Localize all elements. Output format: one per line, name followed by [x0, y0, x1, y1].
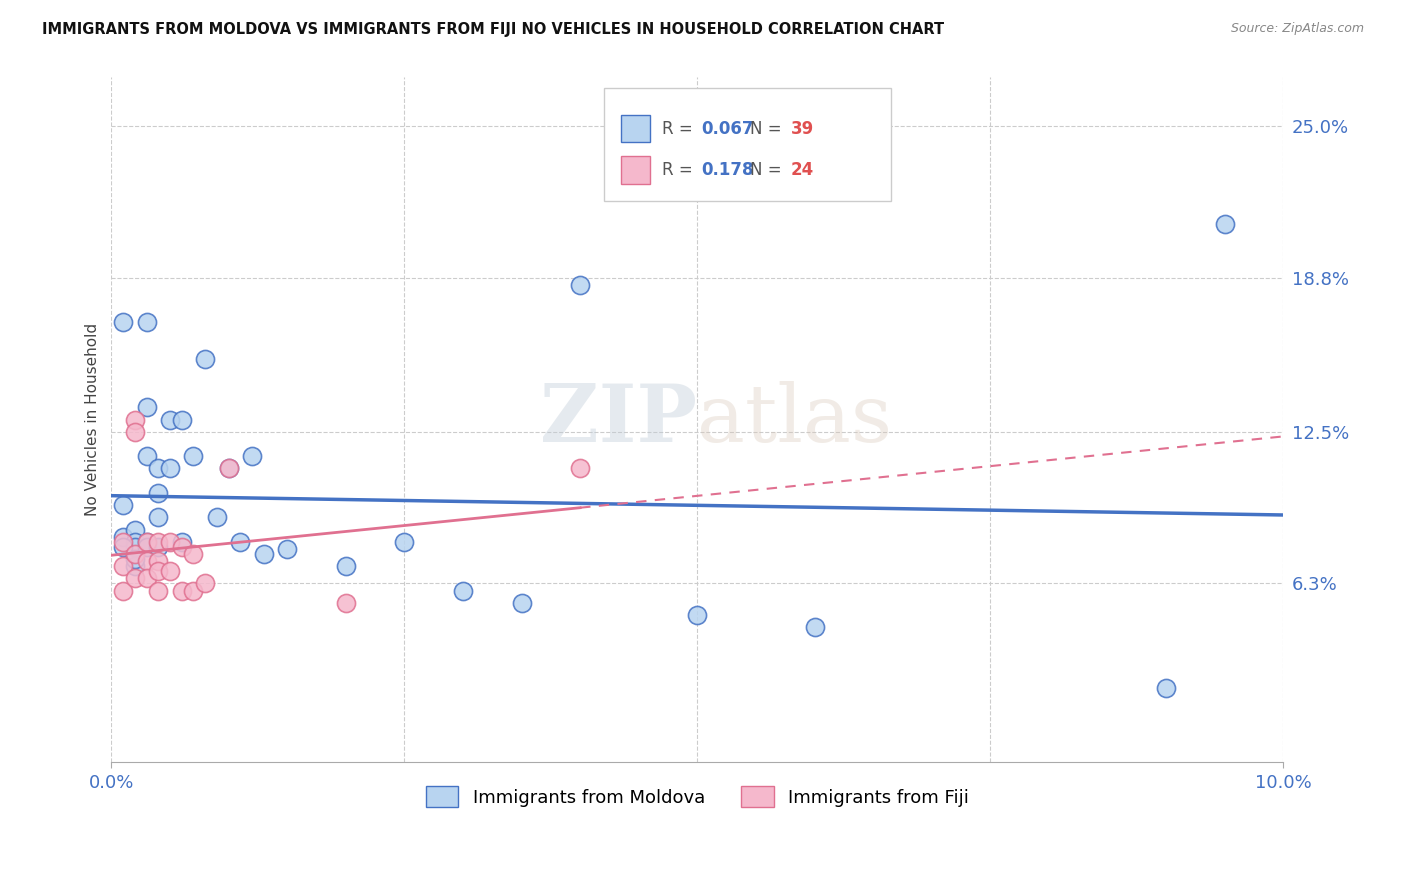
Legend: Immigrants from Moldova, Immigrants from Fiji: Immigrants from Moldova, Immigrants from…	[419, 779, 976, 814]
Text: IMMIGRANTS FROM MOLDOVA VS IMMIGRANTS FROM FIJI NO VEHICLES IN HOUSEHOLD CORRELA: IMMIGRANTS FROM MOLDOVA VS IMMIGRANTS FR…	[42, 22, 945, 37]
Point	[510, 596, 533, 610]
Point	[135, 534, 157, 549]
Text: N =: N =	[749, 161, 787, 178]
Point	[159, 564, 181, 578]
Point	[253, 547, 276, 561]
Point	[148, 540, 170, 554]
Point	[112, 315, 135, 329]
Point	[1154, 681, 1177, 696]
Point	[394, 534, 416, 549]
Point	[569, 278, 592, 293]
Point	[135, 450, 157, 464]
Point	[124, 572, 146, 586]
Point	[112, 534, 135, 549]
Point	[335, 596, 357, 610]
Point	[148, 583, 170, 598]
Point	[240, 450, 263, 464]
Point	[159, 534, 181, 549]
Point	[124, 523, 146, 537]
Point	[112, 559, 135, 574]
Point	[159, 461, 181, 475]
Point	[112, 498, 135, 512]
Point	[451, 583, 474, 598]
Point	[335, 559, 357, 574]
Text: Source: ZipAtlas.com: Source: ZipAtlas.com	[1230, 22, 1364, 36]
Point	[112, 540, 135, 554]
Point	[170, 534, 193, 549]
Point	[148, 534, 170, 549]
Point	[276, 542, 298, 557]
Point	[148, 486, 170, 500]
Point	[183, 547, 205, 561]
Point	[135, 554, 157, 568]
Point	[170, 583, 193, 598]
Text: atlas: atlas	[697, 381, 893, 458]
Point	[194, 351, 217, 366]
Text: 0.178: 0.178	[700, 161, 754, 178]
Point	[135, 540, 157, 554]
Point	[1213, 217, 1236, 231]
Point	[183, 583, 205, 598]
Point	[803, 620, 825, 634]
Point	[124, 547, 146, 561]
Text: 39: 39	[792, 120, 814, 137]
Point	[183, 450, 205, 464]
Point	[112, 583, 135, 598]
Point	[112, 530, 135, 544]
Text: N =: N =	[749, 120, 787, 137]
Point	[135, 401, 157, 415]
Point	[218, 461, 240, 475]
Point	[124, 425, 146, 439]
Point	[135, 572, 157, 586]
Point	[686, 608, 709, 623]
Point	[124, 412, 146, 426]
Point	[135, 534, 157, 549]
Point	[148, 554, 170, 568]
Point	[170, 540, 193, 554]
Point	[229, 534, 252, 549]
Point	[569, 461, 592, 475]
Text: 24: 24	[792, 161, 814, 178]
Point	[194, 576, 217, 591]
FancyBboxPatch shape	[603, 87, 890, 201]
Point	[218, 461, 240, 475]
Text: 0.067: 0.067	[700, 120, 754, 137]
Point	[124, 552, 146, 566]
Point	[205, 510, 228, 524]
Point	[159, 412, 181, 426]
Bar	[621, 115, 651, 143]
Point	[170, 412, 193, 426]
Text: ZIP: ZIP	[540, 381, 697, 458]
Point	[148, 564, 170, 578]
Point	[148, 461, 170, 475]
Text: R =: R =	[662, 161, 699, 178]
Bar	[621, 156, 651, 184]
Point	[135, 315, 157, 329]
Y-axis label: No Vehicles in Household: No Vehicles in Household	[86, 323, 100, 516]
Point	[124, 540, 146, 554]
Text: R =: R =	[662, 120, 699, 137]
Point	[124, 559, 146, 574]
Point	[148, 510, 170, 524]
Point	[124, 534, 146, 549]
